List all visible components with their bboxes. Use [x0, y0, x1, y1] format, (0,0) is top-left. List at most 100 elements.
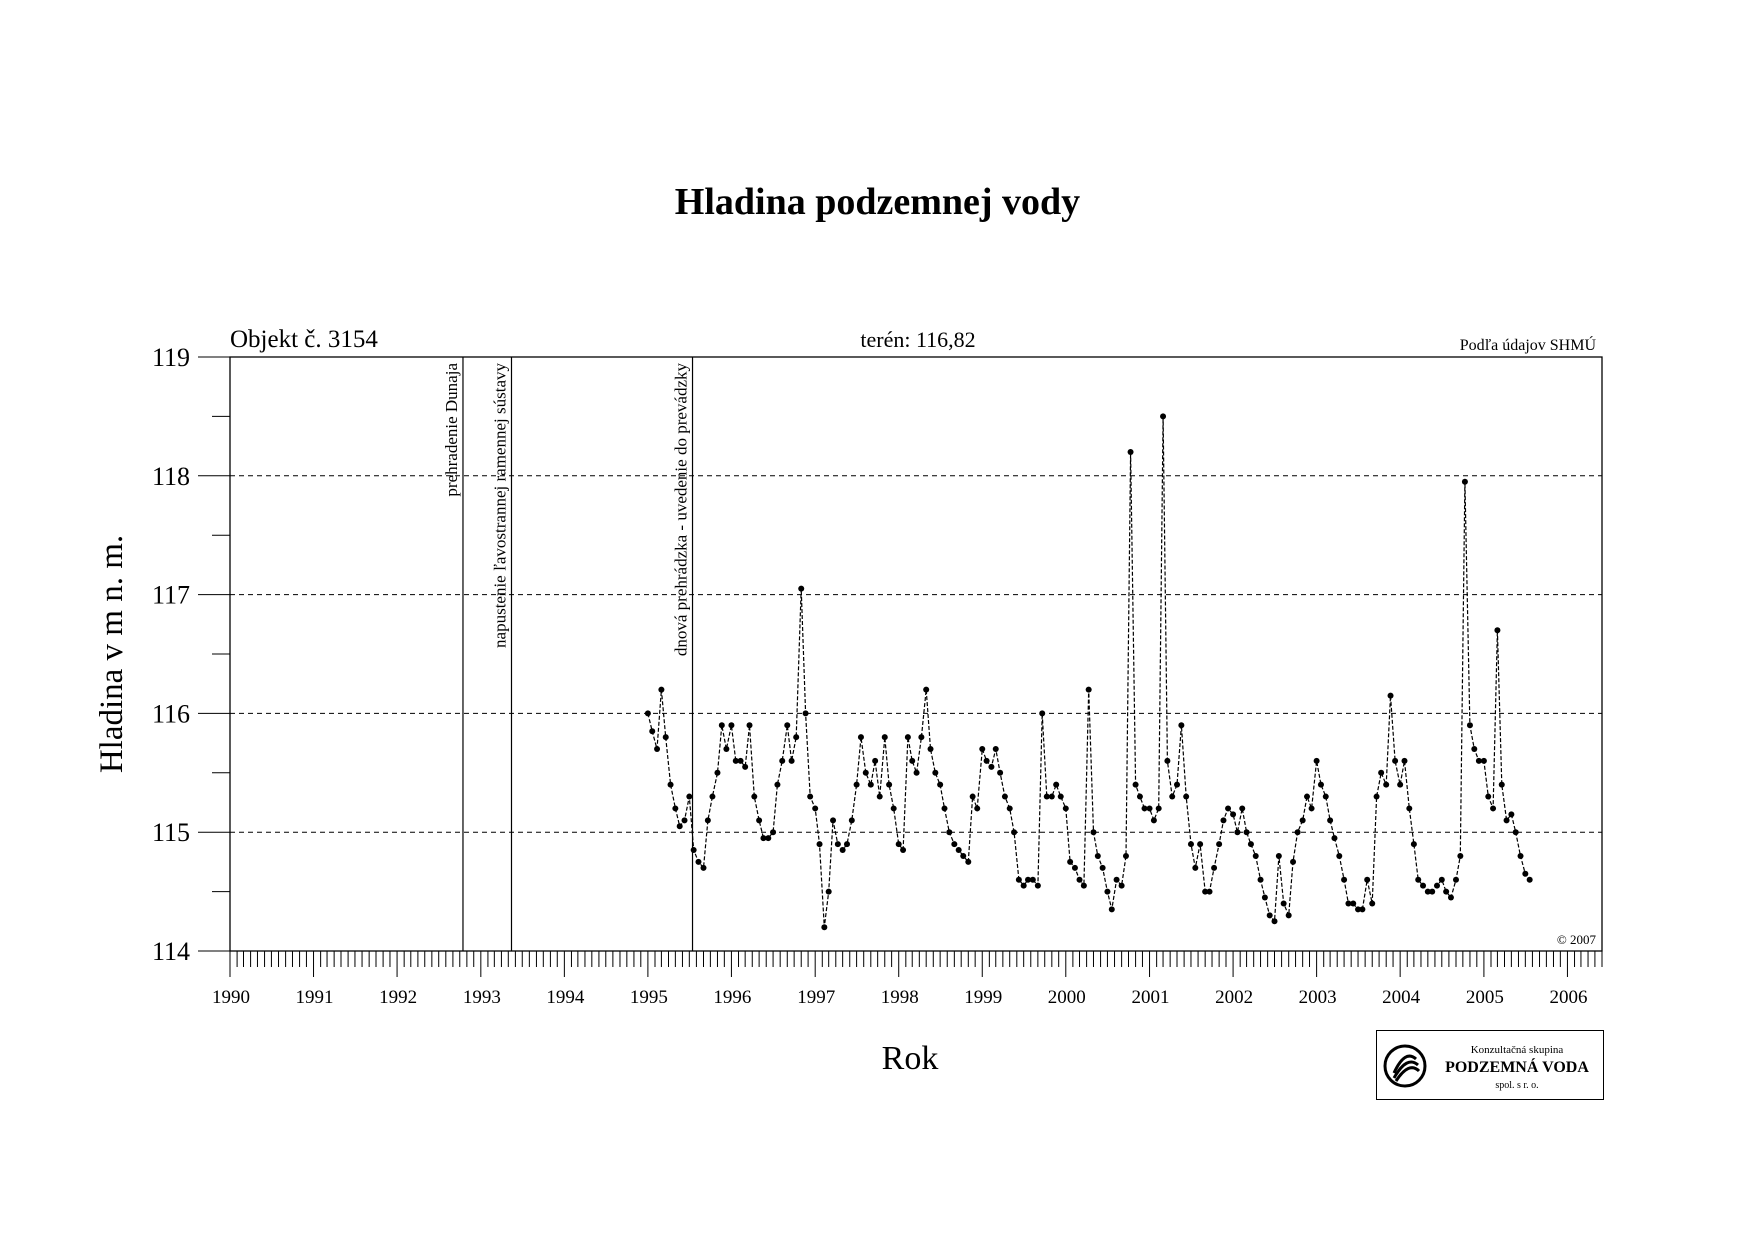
- data-point: [1280, 900, 1287, 907]
- data-point: [690, 847, 697, 854]
- data-point: [1099, 864, 1106, 871]
- data-point: [1447, 894, 1454, 901]
- data-point: [876, 793, 883, 800]
- data-point: [1141, 805, 1148, 812]
- data-point: [862, 769, 869, 776]
- data-point: [1461, 478, 1468, 485]
- x-tick-label: 2000: [1048, 987, 1086, 1008]
- data-point: [704, 817, 711, 824]
- data-point: [1378, 769, 1385, 776]
- x-tick-label: 1993: [463, 987, 501, 1008]
- data-point: [700, 864, 707, 871]
- data-point: [1433, 882, 1440, 889]
- data-point: [1136, 793, 1143, 800]
- data-point: [718, 722, 725, 729]
- data-point: [1415, 876, 1422, 883]
- data-point: [686, 793, 693, 800]
- data-point: [1202, 888, 1209, 895]
- data-point: [1517, 852, 1524, 859]
- data-point: [1006, 805, 1013, 812]
- data-point: [1187, 841, 1194, 848]
- terrain-label: terén: 116,82: [860, 327, 975, 352]
- data-point: [1197, 841, 1204, 848]
- data-point: [1015, 876, 1022, 883]
- x-tick-label: 2006: [1549, 987, 1587, 1008]
- data-point: [1160, 413, 1167, 420]
- data-point: [1127, 449, 1134, 456]
- data-point: [770, 829, 777, 836]
- y-axis: 114 115 116 117 118 119: [152, 343, 230, 966]
- data-point: [1341, 876, 1348, 883]
- data-point: [881, 734, 888, 741]
- data-point: [798, 585, 805, 592]
- event-markers: prehradenie Dunaja napustenie ľavostranne…: [442, 357, 694, 951]
- data-point: [821, 924, 828, 931]
- data-point: [1039, 710, 1046, 717]
- data-point: [1322, 793, 1329, 800]
- x-tick-label: 1991: [296, 987, 334, 1008]
- data-point: [1076, 876, 1083, 883]
- data-point: [1090, 829, 1097, 836]
- data-point: [1029, 876, 1036, 883]
- x-tick-label: 2005: [1466, 987, 1504, 1008]
- event-label: dnová prehrádzka - uvedenie do prevádzky: [672, 363, 691, 657]
- data-point: [1239, 805, 1246, 812]
- data-point: [890, 805, 897, 812]
- data-point: [1475, 757, 1482, 764]
- data-point: [1155, 805, 1162, 812]
- data-point: [955, 847, 962, 854]
- data-point: [992, 746, 999, 753]
- data-point: [1522, 870, 1529, 877]
- x-axis: 1990 1991 1992 1993 1994 1995 1996 1997 1998 1999…: [212, 951, 1603, 1008]
- data-point: [1211, 864, 1218, 871]
- logo-line-3: spol. s r. o.: [1495, 1080, 1539, 1091]
- data-point: [1225, 805, 1232, 812]
- x-tick-label: 1990: [212, 987, 250, 1008]
- y-tick-label: 117: [152, 581, 190, 610]
- data-point: [1345, 900, 1352, 907]
- data-point: [1034, 882, 1041, 889]
- data-point: [1169, 793, 1176, 800]
- data-point: [1192, 864, 1199, 871]
- data-point: [667, 781, 674, 788]
- data-point: [1216, 841, 1223, 848]
- data-point: [909, 757, 916, 764]
- data-point: [723, 746, 730, 753]
- data-point: [983, 757, 990, 764]
- data-point: [1080, 882, 1087, 889]
- data-point: [1285, 912, 1292, 919]
- data-point: [1410, 841, 1417, 848]
- x-tick-label: 1996: [713, 987, 751, 1008]
- data-point: [1113, 876, 1120, 883]
- y-tick-label: 115: [152, 818, 190, 847]
- data-point: [1053, 781, 1060, 788]
- data-point: [1043, 793, 1050, 800]
- data-point: [974, 805, 981, 812]
- data-point: [830, 817, 837, 824]
- data-point: [695, 858, 702, 865]
- data-point: [825, 888, 832, 895]
- data-point: [1146, 805, 1153, 812]
- data-point: [913, 769, 920, 776]
- data-point: [872, 757, 879, 764]
- data-point: [765, 835, 772, 842]
- data-point: [788, 757, 795, 764]
- data-point: [965, 858, 972, 865]
- data-point: [1313, 757, 1320, 764]
- data-point: [1512, 829, 1519, 836]
- data-point: [857, 734, 864, 741]
- x-tick-label: 1992: [379, 987, 417, 1008]
- data-point: [728, 722, 735, 729]
- data-point: [1085, 686, 1092, 693]
- data-point: [714, 769, 721, 776]
- company-logo: Konzultačná skupina PODZEMNÁ VODA spol. …: [1376, 1030, 1604, 1100]
- x-tick-label: 1997: [797, 987, 835, 1008]
- data-point: [951, 841, 958, 848]
- data-point: [843, 841, 850, 848]
- data-point: [848, 817, 855, 824]
- data-point: [1062, 805, 1069, 812]
- data-point: [1271, 918, 1278, 925]
- data-point: [1438, 876, 1445, 883]
- chart-title: Hladina podzemnej vody: [674, 181, 1081, 223]
- x-tick-label: 1994: [546, 987, 585, 1008]
